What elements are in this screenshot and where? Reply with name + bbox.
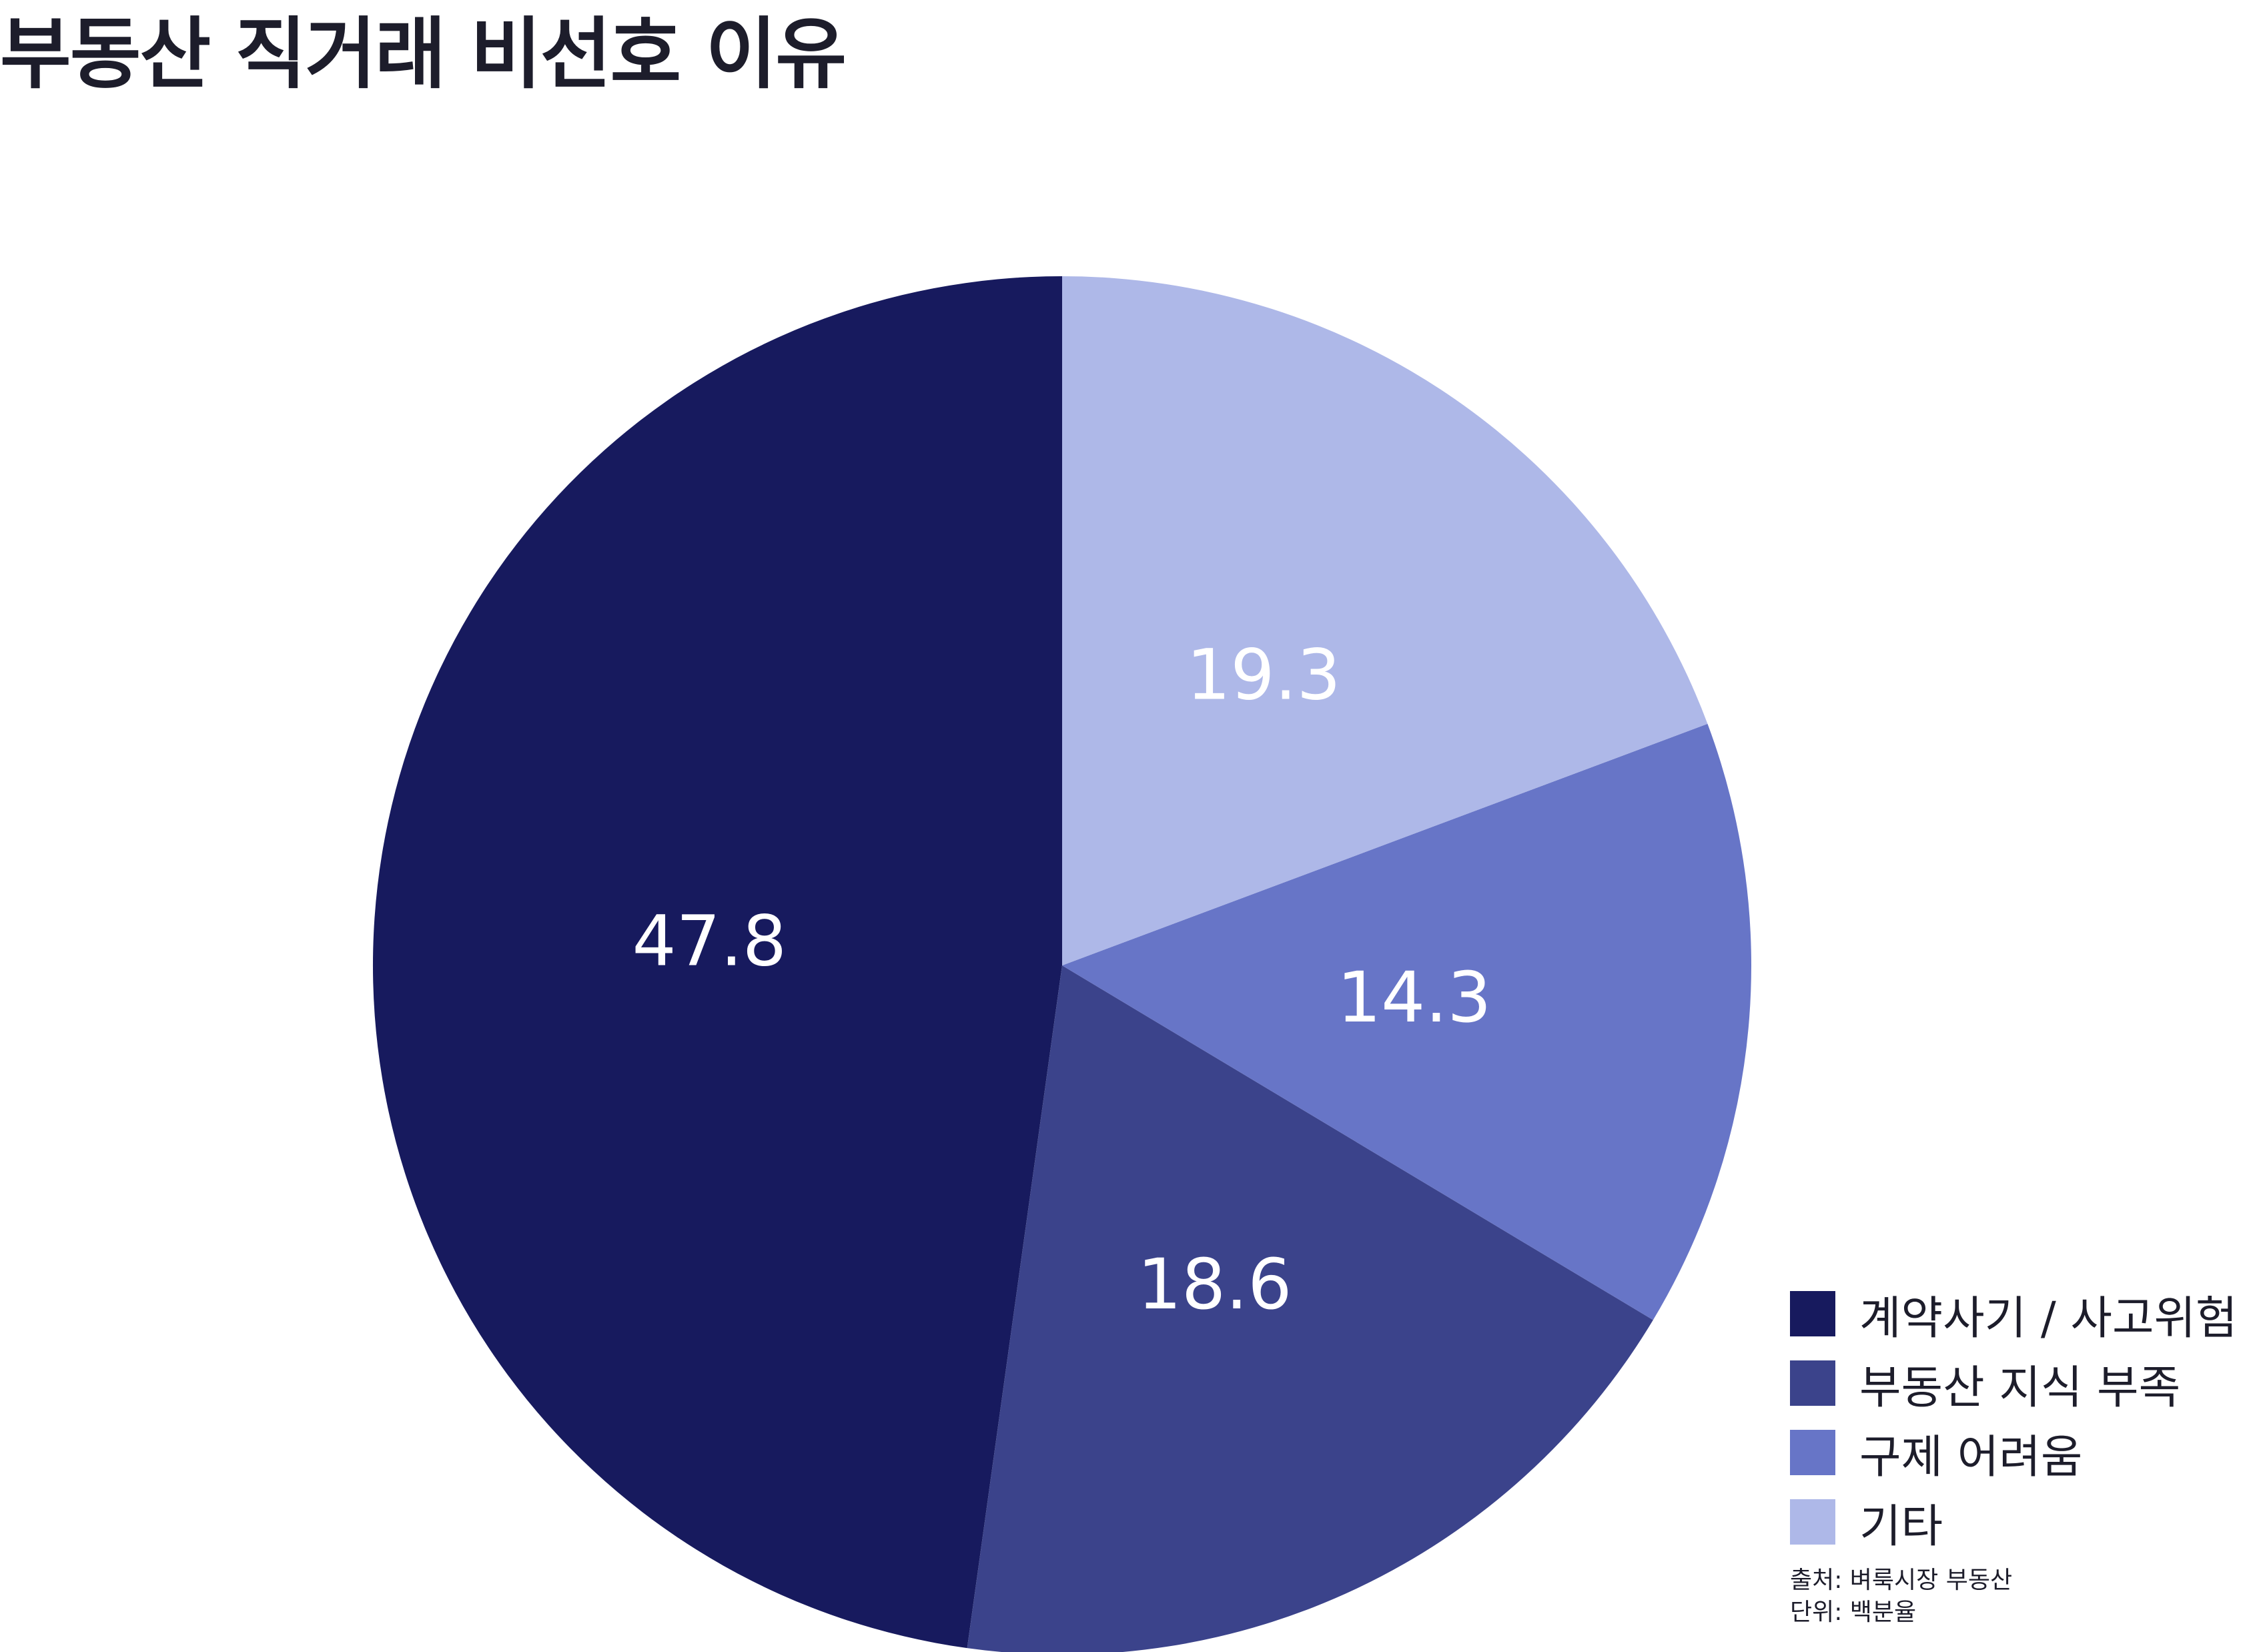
pie-slice-4 — [1062, 276, 1708, 965]
slice-value-label-3: 14.3 — [1337, 957, 1492, 1038]
legend: 계약사기 / 사고위험 부동산 지식 부족 구제 어려움 기타 — [1790, 1288, 2257, 1565]
pie-slice-2 — [967, 965, 1653, 1652]
footnote: 출처: 벼룩시장 부동산 단위: 백분율 — [1790, 1565, 2012, 1629]
legend-swatch — [1790, 1360, 1835, 1406]
legend-label: 계약사기 / 사고위험 — [1859, 1292, 2238, 1345]
legend-item-hard-remedy: 구제 어려움 — [1790, 1426, 2257, 1484]
legend-item-contract-fraud: 계약사기 / 사고위험 — [1790, 1288, 2257, 1345]
unit-note: 단위: 백분율 — [1790, 1599, 1917, 1626]
legend-label: 부동산 지식 부족 — [1859, 1361, 2181, 1414]
pie-slice-3 — [1062, 723, 1752, 1320]
legend-item-lack-of-knowledge: 부동산 지식 부족 — [1790, 1357, 2257, 1414]
pie-slices — [372, 276, 1752, 1652]
source-note: 출처: 벼룩시장 부동산 — [1790, 1567, 2013, 1594]
slice-value-label-1: 47.8 — [632, 900, 787, 981]
legend-swatch — [1790, 1499, 1835, 1545]
legend-swatch — [1790, 1430, 1835, 1475]
pie-slice-1 — [372, 276, 1062, 1649]
legend-label: 구제 어려움 — [1859, 1430, 2083, 1484]
chart-title: 부동산 직거래 비선호 이유 — [0, 9, 847, 99]
legend-item-other: 기타 — [1790, 1496, 2257, 1553]
slice-value-label-2: 18.6 — [1138, 1244, 1292, 1325]
legend-label: 기타 — [1859, 1500, 1943, 1553]
legend-swatch — [1790, 1291, 1835, 1336]
pie-value-labels: 47.8 18.6 14.3 19.3 — [632, 634, 1491, 1325]
slice-value-label-4: 19.3 — [1186, 634, 1341, 715]
